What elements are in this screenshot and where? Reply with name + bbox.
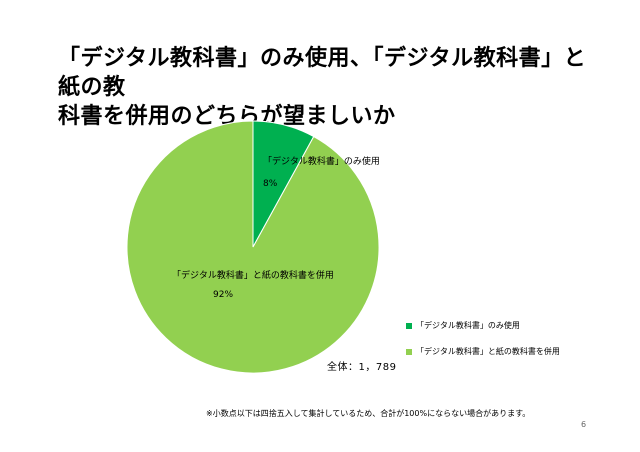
slice-percent-combined: 92% (213, 290, 233, 300)
page-title: 「デジタル教科書」のみ使用、「デジタル教科書」と紙の教 科書を併用のどちらが望ま… (58, 44, 598, 131)
slice-label-digital-only: 「デジタル教科書」のみ使用 (263, 155, 380, 167)
footnote: ※小数点以下は四捨五入して集計しているため、合計が100%にならない場合がありま… (206, 409, 531, 418)
pie-slice-combined (126, 120, 380, 374)
total-count: 全体：1，789 (327, 362, 397, 373)
legend-item-combined: 「デジタル教科書」と紙の教科書を併用 (406, 346, 560, 357)
legend-label-combined: 「デジタル教科書」と紙の教科書を併用 (416, 347, 560, 356)
slice-label-combined: 「デジタル教科書」と紙の教科書を併用 (172, 269, 334, 281)
title-line-1: 「デジタル教科書」のみ使用、「デジタル教科書」と紙の教 (58, 46, 587, 100)
legend-label-digital-only: 「デジタル教科書」のみ使用 (416, 321, 520, 330)
legend-item-digital-only: 「デジタル教科書」のみ使用 (406, 320, 560, 331)
legend-swatch-digital-only (406, 322, 412, 329)
chart-legend: 「デジタル教科書」のみ使用 「デジタル教科書」と紙の教科書を併用 (406, 320, 560, 372)
page-number: 6 (581, 420, 587, 429)
slice-percent-digital-only: 8% (263, 179, 278, 189)
legend-swatch-combined (406, 348, 412, 355)
